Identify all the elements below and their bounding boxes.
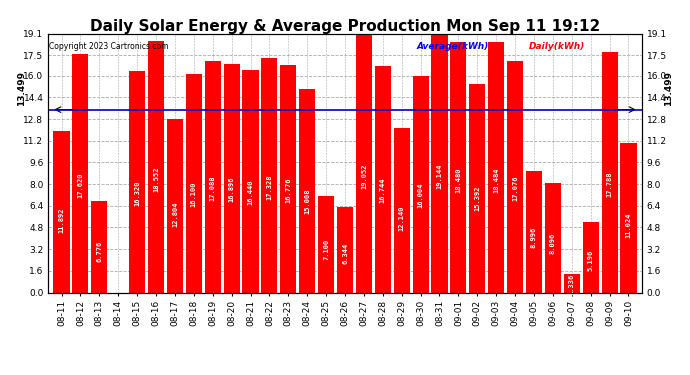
Bar: [224, 64, 239, 292]
Bar: [186, 74, 202, 292]
Text: 6.344: 6.344: [342, 243, 348, 264]
Text: 17.076: 17.076: [512, 176, 518, 201]
Bar: [620, 143, 636, 292]
Text: 16.100: 16.100: [191, 182, 197, 207]
Text: 16.440: 16.440: [248, 180, 253, 205]
Bar: [582, 222, 599, 292]
Bar: [242, 70, 259, 292]
Bar: [451, 42, 466, 292]
Text: Copyright 2023 Cartronics.com: Copyright 2023 Cartronics.com: [49, 42, 168, 51]
Text: 18.480: 18.480: [455, 167, 462, 193]
Bar: [431, 33, 448, 292]
Text: 15.008: 15.008: [304, 188, 310, 214]
Bar: [262, 58, 277, 292]
Text: 6.776: 6.776: [97, 241, 102, 262]
Text: 17.328: 17.328: [266, 174, 273, 200]
Bar: [54, 131, 70, 292]
Text: 11.892: 11.892: [59, 207, 65, 233]
Bar: [356, 34, 372, 292]
Text: 7.100: 7.100: [323, 238, 329, 260]
Text: 11.024: 11.024: [625, 213, 631, 238]
Text: 16.004: 16.004: [417, 182, 424, 208]
Text: 19.144: 19.144: [437, 163, 442, 189]
Text: 13.499: 13.499: [664, 70, 673, 106]
Bar: [545, 183, 561, 292]
Bar: [148, 41, 164, 292]
Bar: [564, 274, 580, 292]
Bar: [205, 61, 221, 292]
Text: 1.336: 1.336: [569, 274, 575, 295]
Text: 15.392: 15.392: [474, 186, 480, 211]
Text: 16.320: 16.320: [134, 180, 140, 206]
Text: Daily(kWh): Daily(kWh): [529, 42, 585, 51]
Bar: [526, 171, 542, 292]
Text: 17.620: 17.620: [77, 172, 83, 198]
Bar: [299, 89, 315, 292]
Bar: [72, 54, 88, 292]
Bar: [602, 51, 618, 292]
Bar: [413, 76, 428, 292]
Text: 13.499: 13.499: [17, 70, 26, 106]
Text: 12.140: 12.140: [399, 206, 405, 231]
Bar: [469, 84, 485, 292]
Text: 19.052: 19.052: [361, 164, 367, 189]
Text: 8.996: 8.996: [531, 227, 537, 248]
Bar: [129, 71, 145, 292]
Text: 16.776: 16.776: [285, 177, 291, 203]
Bar: [375, 66, 391, 292]
Text: 17.788: 17.788: [607, 171, 613, 197]
Text: Average(kWh): Average(kWh): [416, 42, 489, 51]
Bar: [394, 128, 410, 292]
Text: 16.744: 16.744: [380, 178, 386, 203]
Bar: [280, 65, 296, 292]
Text: 18.552: 18.552: [153, 166, 159, 192]
Bar: [91, 201, 108, 292]
Text: 12.804: 12.804: [172, 202, 178, 227]
Bar: [167, 119, 183, 292]
Text: 16.896: 16.896: [228, 177, 235, 202]
Bar: [318, 196, 334, 292]
Text: 5.196: 5.196: [588, 250, 593, 272]
Bar: [337, 207, 353, 292]
Text: 17.088: 17.088: [210, 176, 216, 201]
Text: 18.484: 18.484: [493, 167, 499, 193]
Text: 8.096: 8.096: [550, 232, 556, 254]
Bar: [507, 61, 523, 292]
Title: Daily Solar Energy & Average Production Mon Sep 11 19:12: Daily Solar Energy & Average Production …: [90, 19, 600, 34]
Bar: [488, 42, 504, 292]
